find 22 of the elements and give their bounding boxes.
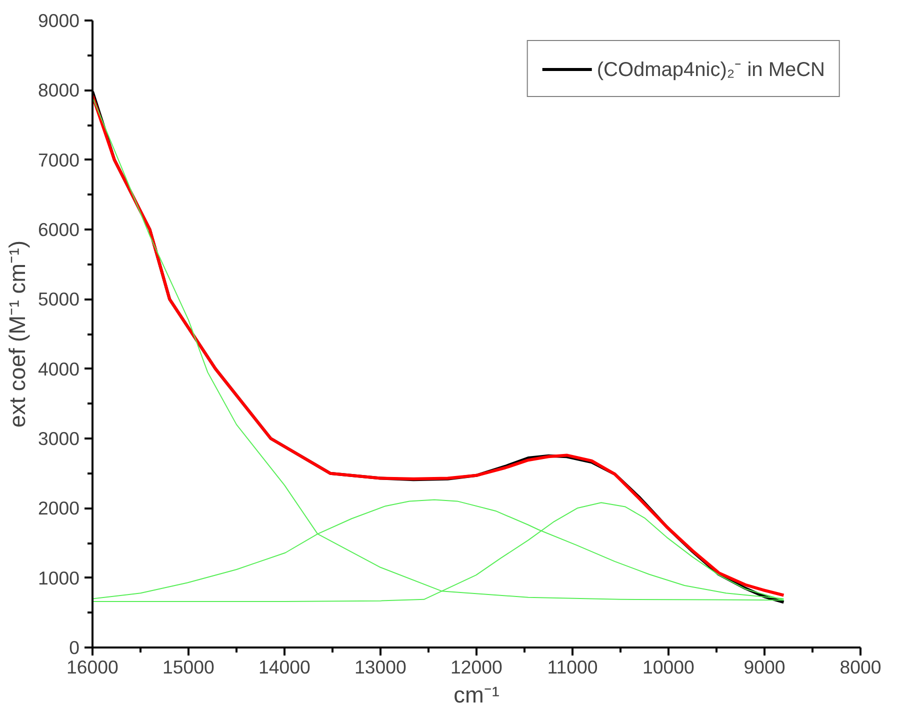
y-tick-label: 3000 <box>38 428 80 449</box>
x-tick-label: 9000 <box>744 656 786 678</box>
x-tick-label: 11000 <box>547 656 598 678</box>
y-tick-label: 2000 <box>38 498 80 519</box>
x-tick-label: 14000 <box>258 656 310 678</box>
x-tick-label: 10000 <box>642 656 694 678</box>
y-tick-label: 8000 <box>38 80 80 101</box>
x-tick-label: 13000 <box>354 656 406 678</box>
y-tick-label: 9000 <box>38 10 80 31</box>
y-tick-label: 6000 <box>38 219 80 240</box>
x-tick-label: 15000 <box>162 656 214 678</box>
x-tick-label: 12000 <box>450 656 502 678</box>
y-tick-label: 7000 <box>38 149 80 170</box>
x-axis-title: cm⁻¹ <box>454 682 500 708</box>
x-tick-label: 16000 <box>66 656 118 678</box>
x-tick-label: 8000 <box>840 656 882 678</box>
y-tick-label: 1000 <box>38 567 80 588</box>
y-tick-label: 5000 <box>38 288 80 310</box>
legend-label: (COdmap4nic)₂⁻ in MeCN <box>596 58 825 82</box>
y-tick-label: 0 <box>69 637 80 658</box>
y-tick-label: 4000 <box>38 358 80 380</box>
y-axis-title: ext coef (M⁻¹ cm⁻¹) <box>4 240 30 428</box>
